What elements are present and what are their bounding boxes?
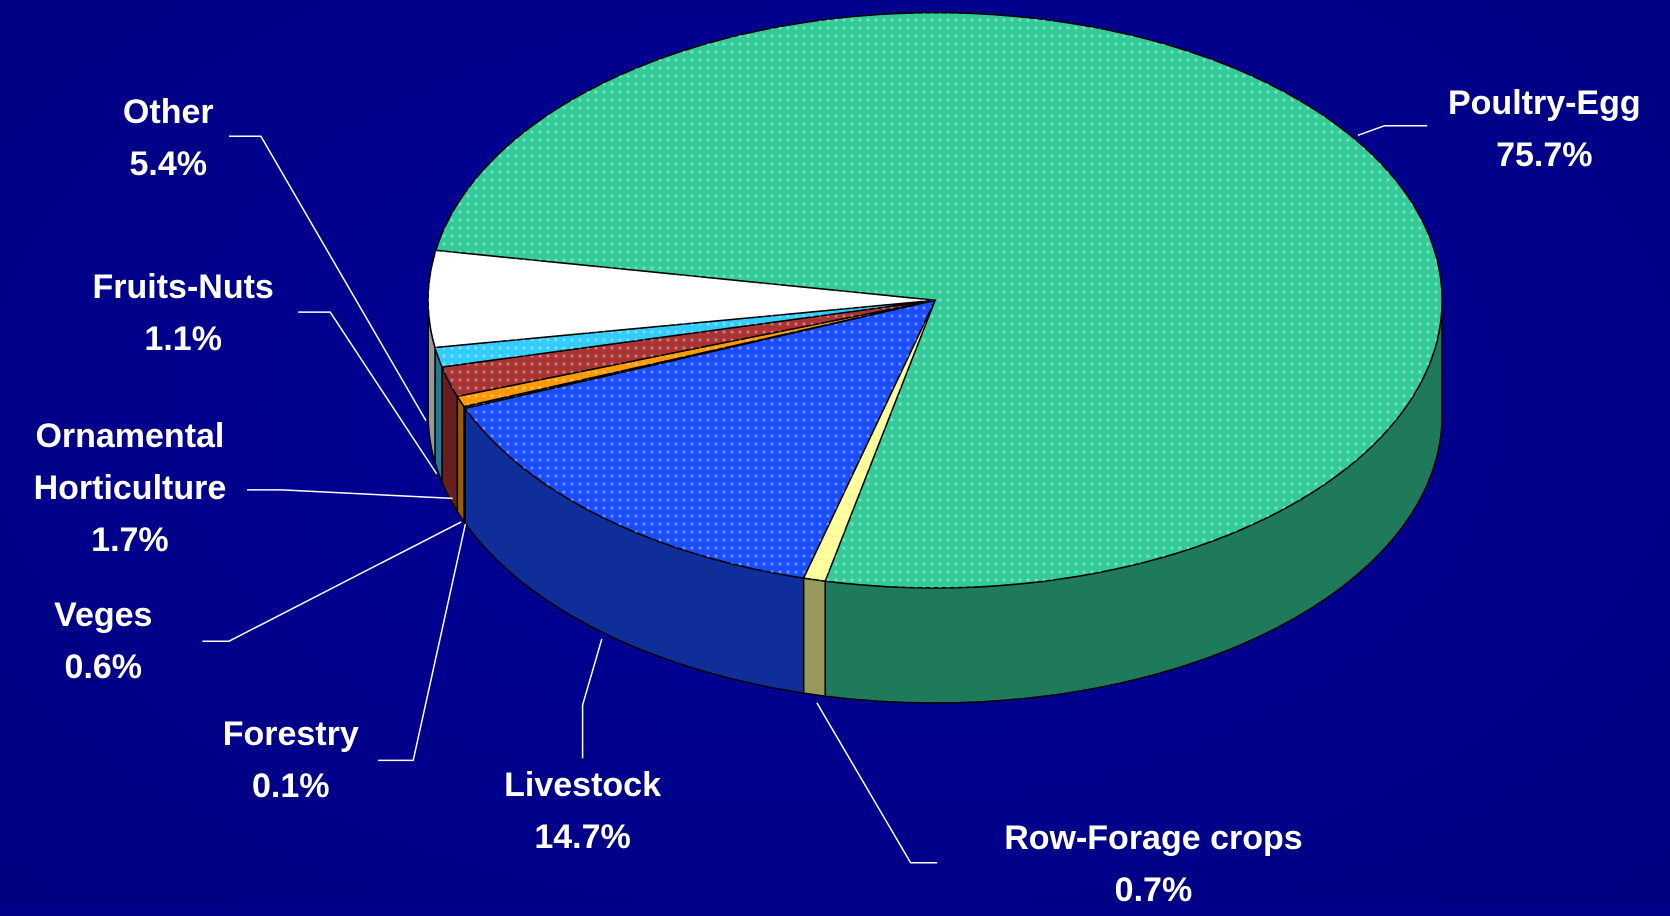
leader-line [247,489,453,500]
slice-label: Fruits-Nuts 1.1% [93,261,274,365]
slice-label: Poultry-Egg 75.7% [1448,77,1641,181]
slice-name: Other [122,93,214,132]
slice-value: 0.7% [1114,870,1193,909]
slice-name: Fruits-Nuts [92,267,274,306]
slice-value: 1.7% [91,521,169,560]
slice-name: Poultry-Egg [1447,83,1641,122]
slice-value: 14.7% [534,818,631,857]
slice-label: Other 5.4% [123,86,214,190]
slice-value: 5.4% [129,145,208,184]
leader-line [1357,124,1428,137]
slice-value: 1.1% [144,319,222,358]
slice-value: 75.7% [1496,135,1593,174]
pie-side [456,393,465,525]
pie-side [434,347,443,483]
slice-label: Forestry 0.1% [223,708,359,812]
slice-name: Veges [54,595,153,634]
leader-line [581,638,603,759]
slice-label: Ornamental Horticulture 1.7% [0,410,263,566]
pie-side [802,577,826,697]
leader-line [378,523,467,762]
leader-line [816,702,938,864]
slice-label: Livestock 14.7% [504,759,661,863]
slice-label: Veges 0.6% [54,589,152,693]
leader-line [202,521,462,642]
slice-name: Livestock [504,766,662,805]
slice-value: 0.6% [64,647,143,686]
slice-value: 0.1% [252,767,330,806]
slice-name: Row-Forage crops [1004,818,1303,857]
leader-line [229,135,427,422]
slice-label: Row-Forage crops 0.7% [1004,812,1302,916]
slice-name: Ornamental Horticulture [33,417,227,508]
leader-line [298,311,438,475]
slice-name: Forestry [222,715,359,754]
